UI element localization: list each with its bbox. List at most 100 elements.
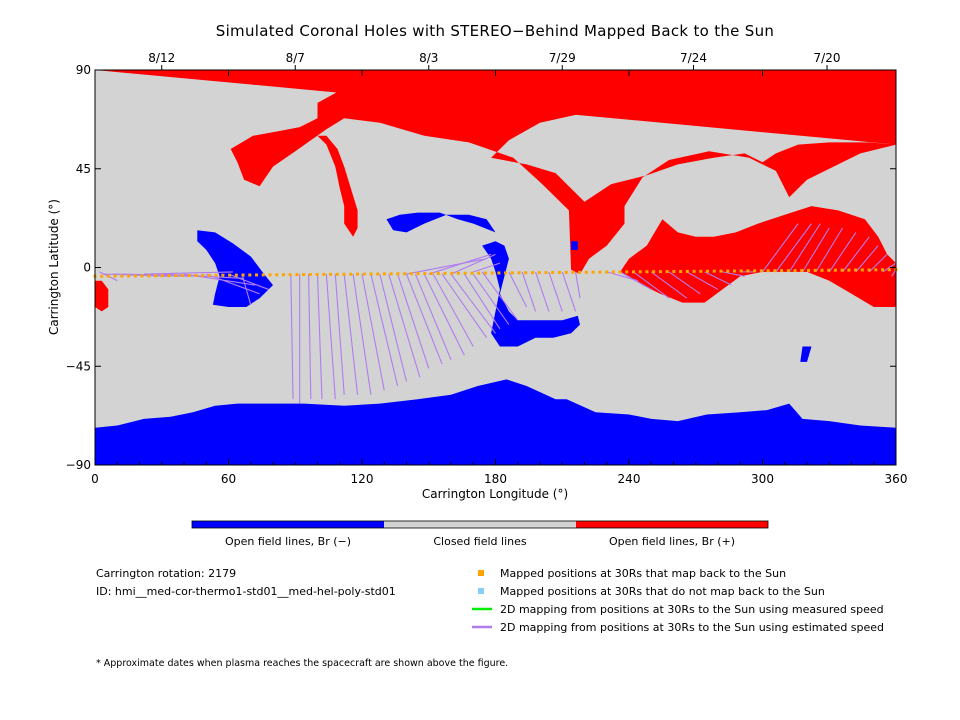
mapping-line bbox=[388, 273, 421, 378]
date-tick-label: 8/7 bbox=[286, 51, 305, 65]
mapped-point bbox=[531, 271, 535, 275]
mapped-point bbox=[120, 274, 124, 278]
mapped-point bbox=[335, 272, 339, 276]
mapped-point bbox=[181, 274, 185, 278]
mapped-point bbox=[147, 274, 151, 278]
colorbar: Open field lines, Br (−) Closed field lin… bbox=[191, 520, 769, 548]
mapping-line bbox=[352, 274, 372, 395]
mapped-point bbox=[847, 268, 851, 272]
mapped-point bbox=[800, 268, 804, 272]
mapped-point bbox=[618, 270, 622, 274]
mapped-point bbox=[598, 270, 602, 274]
mapped-point bbox=[780, 269, 784, 273]
mapping-line bbox=[650, 271, 688, 299]
mapping-line bbox=[343, 274, 359, 395]
mapped-point bbox=[726, 269, 730, 273]
mapped-point bbox=[833, 268, 837, 272]
mapping-line bbox=[882, 262, 897, 273]
region-neg_patch_center bbox=[386, 212, 496, 233]
mapped-point bbox=[322, 272, 326, 276]
mapping-line bbox=[334, 274, 345, 395]
y-tick-label: 45 bbox=[76, 162, 91, 176]
mapped-point bbox=[248, 273, 252, 277]
mapping-line bbox=[316, 274, 323, 400]
mapped-point bbox=[255, 273, 259, 277]
mapped-point bbox=[537, 271, 541, 275]
mapping-line bbox=[481, 271, 519, 321]
mapped-point bbox=[517, 271, 521, 275]
mapped-point bbox=[497, 271, 501, 275]
mapped-point bbox=[207, 273, 211, 277]
mapping-line bbox=[379, 273, 408, 382]
mapped-point bbox=[106, 274, 110, 278]
mapped-point bbox=[881, 268, 885, 272]
mapping-line bbox=[668, 271, 701, 295]
mapped-point bbox=[544, 271, 548, 275]
mapping-line bbox=[228, 273, 269, 290]
region-neg_dot2 bbox=[800, 346, 812, 362]
mapped-point bbox=[706, 269, 710, 273]
mapped-point bbox=[133, 274, 137, 278]
mapped-point bbox=[887, 268, 891, 272]
mapped-point bbox=[140, 274, 144, 278]
mapped-point bbox=[584, 270, 588, 274]
mapped-point bbox=[389, 272, 393, 276]
colorbar-segment bbox=[384, 521, 576, 528]
mapped-point bbox=[174, 274, 178, 278]
mapped-point bbox=[840, 268, 844, 272]
mapping-line bbox=[450, 253, 496, 275]
date-tick-label: 8/3 bbox=[419, 51, 438, 65]
mapped-point bbox=[658, 270, 662, 274]
date-tick-label: 7/29 bbox=[549, 51, 576, 65]
mapping-line bbox=[423, 273, 465, 356]
mapping-line bbox=[788, 223, 821, 273]
mapped-point bbox=[605, 270, 609, 274]
region-neg_patch_left bbox=[197, 230, 273, 307]
y-axis-label: Carrington Latitude (°) bbox=[47, 199, 61, 335]
mapped-point bbox=[827, 268, 831, 272]
mapping-line bbox=[762, 223, 799, 273]
mapped-point bbox=[510, 271, 514, 275]
mapped-point bbox=[167, 274, 171, 278]
mapping-line bbox=[473, 262, 501, 273]
x-tick-label: 120 bbox=[351, 472, 374, 486]
mapping-line bbox=[815, 227, 844, 273]
legend-marker bbox=[478, 570, 484, 576]
mapping-line bbox=[704, 271, 732, 286]
mapping-line bbox=[868, 253, 888, 273]
mapped-point bbox=[423, 272, 427, 276]
mapped-point bbox=[349, 272, 353, 276]
mapping-line bbox=[561, 271, 577, 312]
mapping-line bbox=[463, 273, 501, 330]
mapped-point bbox=[786, 269, 790, 273]
mapped-point bbox=[450, 271, 454, 275]
mapped-point bbox=[524, 271, 528, 275]
mapping-line bbox=[828, 232, 857, 273]
colorbar-label: Open field lines, Br (+) bbox=[609, 535, 735, 548]
mapped-point bbox=[739, 269, 743, 273]
carrington-rotation: Carrington rotation: 2179 bbox=[96, 567, 236, 580]
mapped-point bbox=[820, 268, 824, 272]
colorbar-segment bbox=[192, 521, 384, 528]
mapped-point bbox=[234, 273, 238, 277]
mapped-point bbox=[685, 269, 689, 273]
mapped-point bbox=[308, 273, 312, 277]
mapping-line bbox=[414, 273, 452, 360]
mapped-point bbox=[773, 269, 777, 273]
mapped-point bbox=[194, 273, 198, 277]
mapping-line bbox=[441, 273, 488, 339]
x-axis-label: Carrington Longitude (°) bbox=[422, 487, 568, 501]
x-tick-label: 300 bbox=[751, 472, 774, 486]
mapped-point bbox=[551, 271, 555, 275]
plot-area bbox=[93, 69, 898, 466]
y-tick-label: −45 bbox=[66, 359, 91, 373]
mapped-point bbox=[409, 272, 413, 276]
x-axis-ticks: 0 60 120 180 240 300 360 bbox=[91, 70, 907, 486]
mapping-line bbox=[370, 273, 399, 387]
mapped-point bbox=[403, 272, 407, 276]
mapped-point bbox=[275, 273, 279, 277]
mapping-line bbox=[472, 273, 510, 325]
mapped-point bbox=[672, 270, 676, 274]
region-neg_patch_center2 bbox=[482, 241, 580, 347]
mapping-line bbox=[686, 271, 719, 290]
